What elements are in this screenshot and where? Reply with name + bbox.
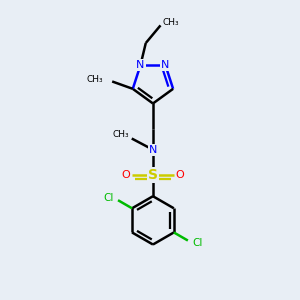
Text: CH₃: CH₃ xyxy=(86,76,103,85)
Text: N: N xyxy=(136,60,145,70)
Text: CH₃: CH₃ xyxy=(163,18,179,27)
Text: O: O xyxy=(122,170,130,180)
Text: N: N xyxy=(161,60,170,70)
Text: N: N xyxy=(149,145,157,155)
Text: S: S xyxy=(148,168,158,182)
Text: CH₃: CH₃ xyxy=(112,130,129,140)
Text: Cl: Cl xyxy=(192,238,203,248)
Text: O: O xyxy=(176,170,184,180)
Text: Cl: Cl xyxy=(103,193,114,203)
